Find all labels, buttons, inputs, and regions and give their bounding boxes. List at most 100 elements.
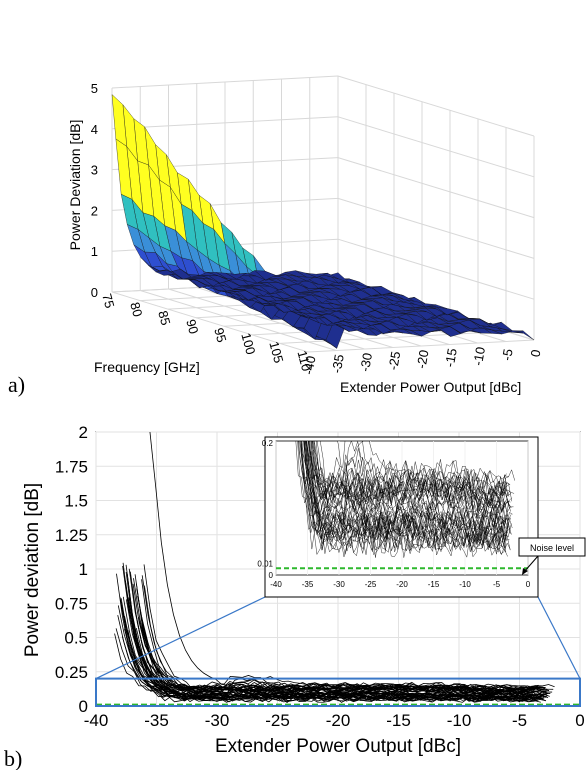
x-tick-label: 85 (155, 309, 173, 327)
inset-x-tick-label: -30 (333, 580, 345, 589)
y-tick-label: 0.25 (55, 663, 88, 682)
deviation-curve (126, 573, 539, 699)
inset-chart: -40 -35 -30 -25 -20 -15 -10 -5 0 0 0.01 0.2 Noise l… (257, 436, 586, 598)
inset-x-tick-label: -15 (428, 580, 440, 589)
z-tick-label: 0 (91, 285, 98, 300)
y-tick-label: 0.75 (55, 594, 88, 613)
line-chart: -40 -35 -30 -25 -20 -15 -10 -5 0 0 0.25 0.5 0.75 1 1.2… (4, 423, 586, 770)
y-tick-label: 0 (79, 697, 88, 716)
panel-label-b: b) (4, 746, 22, 770)
x-tick-label: -30 (205, 711, 230, 730)
deviation-curve (120, 604, 539, 700)
x-tick-label: -10 (447, 711, 472, 730)
inset-x-tick-label: -20 (396, 580, 408, 589)
x-tick-label: 105 (266, 340, 286, 365)
deviation-curve (120, 598, 539, 691)
floor-gridline (111, 291, 309, 353)
inset-curves (295, 441, 516, 559)
deviation-curve (117, 605, 548, 695)
y-tick-label: -20 (414, 349, 432, 370)
x-tick-label: -20 (326, 711, 351, 730)
x-tick-label: 80 (127, 300, 145, 318)
y-tick-label: 1.25 (55, 526, 88, 545)
x-tick-label: -15 (386, 711, 411, 730)
y-tick-label: -40 (301, 355, 319, 376)
z-tick-label: 5 (91, 81, 98, 96)
surface-mesh (111, 94, 535, 349)
zoom-connector-left (95, 596, 266, 680)
inset-x-tick-label: -40 (270, 580, 282, 589)
side-wall-gridline (337, 157, 535, 219)
surface-chart: 0 1 2 3 4 5 75 80 85 90 95 100 105 110-40 -35 -30 -25 -20… (8, 75, 544, 397)
y-tick-label: -35 (329, 353, 347, 374)
surface-patch (111, 94, 127, 147)
inset-curve (306, 441, 509, 551)
inset-curve (301, 441, 514, 532)
noise-callout-arrowhead (522, 568, 528, 575)
x-tick-label: 95 (211, 326, 229, 344)
y-tick-label: -25 (385, 350, 403, 371)
y-tick-label: 0.5 (64, 629, 88, 648)
y-tick-label: 1 (79, 560, 88, 579)
side-wall-gridline (337, 75, 535, 137)
inset-y-tick-label: 0 (269, 571, 274, 580)
deviation-curve (143, 585, 550, 699)
inset-curve (303, 441, 507, 556)
inset-curve (312, 441, 508, 558)
inset-curve (300, 441, 507, 542)
zoom-connector-right (537, 596, 581, 679)
inset-y-tick-label: 0.01 (257, 559, 273, 568)
b-y-axis-label: Power deviation [dB] (22, 483, 43, 657)
y-tick-label: 0 (528, 348, 544, 358)
deviation-curve (128, 636, 553, 698)
x-tick-label: -25 (265, 711, 290, 730)
noise-level-annotation: Noise level (530, 543, 574, 553)
noise-callout-arrow (523, 555, 539, 573)
back-wall-gridline (111, 116, 339, 130)
inset-x-tick-label: -10 (459, 580, 471, 589)
inset-curve (308, 441, 508, 501)
deviation-curve (136, 621, 537, 694)
inset-curve (319, 441, 510, 495)
inset-x-tick-label: -35 (302, 580, 314, 589)
inset-y-tick-label: 0.2 (262, 439, 274, 448)
inset-x-tick-label: 0 (526, 580, 531, 589)
deviation-curve (149, 432, 555, 688)
y-tick-label: -15 (442, 347, 460, 368)
inset-x-tick-label: -25 (365, 580, 377, 589)
back-wall-gridline (111, 75, 339, 89)
side-wall-gridline (337, 116, 535, 178)
deviation-curve (127, 597, 546, 692)
z-tick-label: 1 (91, 244, 98, 259)
plot-tick-labels: -40 -35 -30 -25 -20 -15 -10 -5 0 0 0.25 0.5 0.75 1 1.2… (55, 423, 585, 730)
inset-curve (305, 441, 513, 523)
inset-curve (305, 441, 507, 548)
y-tick-label: -10 (470, 346, 488, 367)
inset-tick-labels: -40 -35 -30 -25 -20 -15 -10 -5 0 0 0.01 0.2 (257, 439, 530, 589)
inset-curve (309, 441, 509, 553)
y-tick-label: 1.5 (64, 492, 88, 511)
x-axis-label: Frequency [GHz] (94, 359, 200, 375)
deviation-curve (136, 588, 549, 699)
x-tick-label: -35 (144, 711, 169, 730)
y-tick-label: 2 (79, 423, 88, 442)
deviation-curve (132, 620, 551, 698)
z-tick-label: 3 (91, 163, 98, 178)
x-tick-label: -5 (512, 711, 527, 730)
x-tick-label: 0 (575, 711, 584, 730)
side-wall-gridline (337, 197, 535, 259)
y-tick-label: 1.75 (55, 457, 88, 476)
deviation-curve (137, 595, 550, 692)
deviation-curve (125, 580, 550, 696)
z-axis-label: Power Deviation [dB] (67, 120, 83, 251)
y-tick-label: -30 (357, 352, 375, 373)
y-axis-label: Extender Power Output [dBc] (340, 379, 521, 395)
inset-curve (309, 441, 506, 513)
side-wall-gridline (337, 238, 535, 300)
zoom-rectangle (95, 677, 581, 707)
x-tick-label: 110 (294, 349, 314, 373)
x-tick-label: -40 (84, 711, 109, 730)
inset-x-tick-label: -5 (493, 580, 501, 589)
zoom-box (95, 596, 581, 707)
y-tick-label: -5 (499, 348, 516, 362)
